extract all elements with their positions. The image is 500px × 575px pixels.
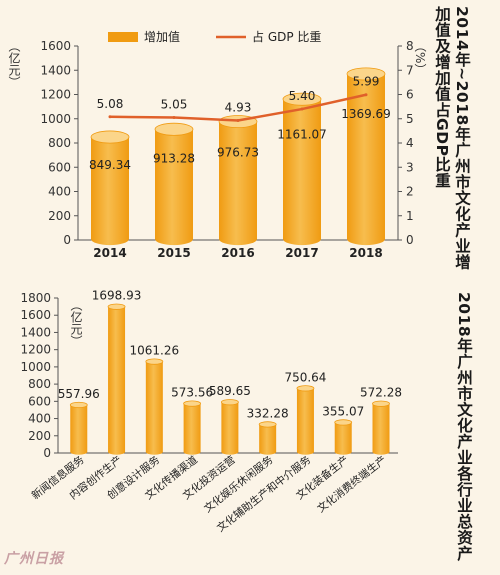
chart-title-top: 2014年~2018年广州市文化产业增 加值及增加值占GDP比重 bbox=[433, 6, 471, 270]
bar bbox=[145, 358, 164, 455]
legend-line-label: 占 GDP 比重 bbox=[252, 29, 321, 44]
y-tick-label: 1400 bbox=[20, 325, 51, 339]
line-value-label: 5.40 bbox=[289, 89, 316, 103]
x-tick-label: 2017 bbox=[285, 246, 318, 260]
bar-value-label: 332.28 bbox=[247, 406, 289, 420]
y-tick-label: 1600 bbox=[20, 308, 51, 322]
y-tick-label: 600 bbox=[48, 160, 71, 174]
y-tick-label: 400 bbox=[28, 412, 51, 426]
x-tick-label: 文化消费终端生产 bbox=[315, 453, 389, 515]
y-tick-label: 600 bbox=[28, 394, 51, 408]
x-tick-label: 2014 bbox=[93, 246, 126, 260]
y-right-tick-label: 7 bbox=[406, 63, 414, 77]
y-right-tick-label: 6 bbox=[406, 88, 414, 102]
bar-value-label: 976.73 bbox=[217, 145, 259, 159]
y-tick-label: 1200 bbox=[20, 343, 51, 357]
y-tick-label: 1000 bbox=[20, 360, 51, 374]
y-right-tick-label: 1 bbox=[406, 209, 414, 223]
x-tick-label: 2018 bbox=[349, 246, 382, 260]
line-value-label: 5.08 bbox=[97, 97, 124, 111]
line-point bbox=[172, 116, 176, 120]
y-tick-label: 800 bbox=[48, 136, 71, 150]
y-tick-label: 200 bbox=[48, 209, 71, 223]
chart-title-bottom: 2018年广州市文化产业各行业总资产 bbox=[455, 292, 473, 562]
bar bbox=[154, 122, 194, 246]
bar bbox=[334, 419, 353, 455]
y-axis-label: （亿元） bbox=[7, 40, 21, 88]
y-tick-label: 1800 bbox=[20, 291, 51, 305]
bar bbox=[107, 303, 126, 455]
legend-bar-swatch bbox=[108, 32, 138, 42]
bar bbox=[90, 130, 130, 246]
legend-bar-label: 增加值 bbox=[144, 29, 180, 44]
x-tick-label: 2016 bbox=[221, 246, 254, 260]
y-tick-label: 0 bbox=[43, 446, 51, 460]
bar bbox=[258, 421, 277, 455]
y-tick-label: 800 bbox=[28, 377, 51, 391]
y-axis-label: （亿元） bbox=[69, 299, 83, 347]
line-point bbox=[300, 107, 304, 111]
y-right-tick-label: 0 bbox=[406, 233, 414, 247]
industry-assets-chart: 0 200 400 600 800 1000 1200 1400 1600 1800 （亿元） 557… bbox=[20, 289, 402, 535]
bar-value-label: 355.07 bbox=[322, 404, 364, 418]
x-tick-label: 2015 bbox=[157, 246, 190, 260]
bar bbox=[220, 399, 239, 455]
line-value-label: 5.05 bbox=[161, 98, 188, 112]
line-point bbox=[364, 93, 368, 97]
y-right-tick-label: 2 bbox=[406, 185, 414, 199]
bar bbox=[372, 400, 390, 455]
line-value-label: 5.99 bbox=[353, 75, 380, 89]
line-point bbox=[236, 118, 240, 122]
bar bbox=[282, 92, 322, 246]
bar-value-label: 849.34 bbox=[89, 158, 131, 172]
bar-value-label: 1061.26 bbox=[130, 344, 180, 358]
y-tick-label: 1400 bbox=[40, 63, 71, 77]
y-right-tick-label: 8 bbox=[406, 39, 414, 53]
y-right-tick-label: 3 bbox=[406, 160, 414, 174]
y-tick-label: 200 bbox=[28, 429, 51, 443]
y-tick-label: 1200 bbox=[40, 88, 71, 102]
line-value-label: 4.93 bbox=[225, 100, 252, 114]
bar-value-label: 1369.69 bbox=[341, 107, 391, 121]
y-tick-label: 0 bbox=[63, 233, 71, 247]
line-point bbox=[108, 115, 112, 119]
y-right-tick-label: 5 bbox=[406, 112, 414, 126]
bar-value-label: 589.65 bbox=[209, 384, 251, 398]
y-right-tick-label: 4 bbox=[406, 136, 414, 150]
value-added-chart: 0 200 400 600 800 1000 1200 1400 1600 0 1 2 3 4 5 6 7 8 （亿… bbox=[7, 29, 427, 260]
bar-value-label: 750.64 bbox=[284, 370, 326, 384]
bar bbox=[346, 67, 386, 246]
newspaper-logo: 广州日报 bbox=[4, 551, 64, 567]
bar-value-label: 572.28 bbox=[360, 386, 402, 400]
bar bbox=[296, 385, 315, 455]
bar bbox=[183, 400, 202, 455]
y-right-axis-label: （%） bbox=[413, 40, 427, 75]
y-tick-label: 1600 bbox=[40, 39, 71, 53]
bar bbox=[218, 115, 258, 246]
bar-value-label: 1698.93 bbox=[92, 289, 142, 303]
bar-value-label: 913.28 bbox=[153, 152, 195, 166]
bar bbox=[69, 401, 88, 455]
y-tick-label: 1000 bbox=[40, 112, 71, 126]
bar-value-label: 557.96 bbox=[58, 387, 100, 401]
bar-value-label: 573.56 bbox=[171, 386, 213, 400]
y-tick-label: 400 bbox=[48, 185, 71, 199]
bar-value-label: 1161.07 bbox=[277, 127, 327, 141]
